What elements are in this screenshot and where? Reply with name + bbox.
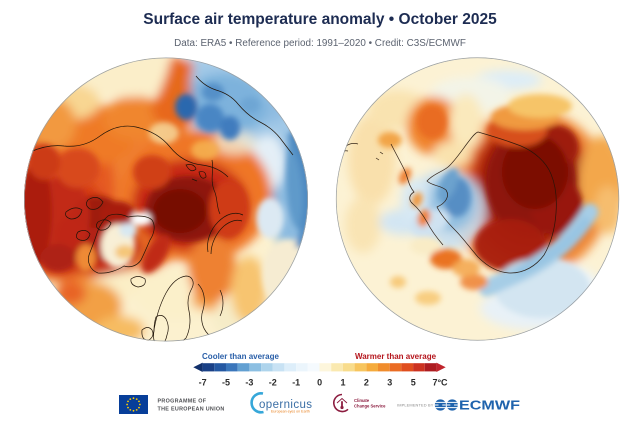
svg-text:PROGRAMME OF: PROGRAMME OF bbox=[158, 399, 207, 405]
svg-text:-2: -2 bbox=[269, 378, 277, 388]
svg-text:7°C: 7°C bbox=[432, 378, 448, 388]
svg-text:-3: -3 bbox=[245, 378, 253, 388]
svg-text:-7: -7 bbox=[199, 378, 207, 388]
svg-text:2: 2 bbox=[364, 378, 369, 388]
svg-text:Data: ERA5 • Reference period:: Data: ERA5 • Reference period: 1991–2020… bbox=[174, 38, 466, 49]
svg-text:opernicus: opernicus bbox=[259, 399, 312, 411]
svg-text:1: 1 bbox=[340, 378, 345, 388]
svg-text:3: 3 bbox=[387, 378, 392, 388]
svg-text:Surface air temperature anomal: Surface air temperature anomaly • Octobe… bbox=[143, 11, 497, 28]
svg-text:0: 0 bbox=[317, 378, 322, 388]
svg-text:Warmer than average: Warmer than average bbox=[355, 352, 437, 361]
svg-text:5: 5 bbox=[411, 378, 416, 388]
svg-text:THE EUROPEAN UNION: THE EUROPEAN UNION bbox=[158, 407, 225, 413]
svg-text:ECMWF: ECMWF bbox=[459, 399, 520, 413]
svg-text:European eyes on Earth: European eyes on Earth bbox=[271, 410, 310, 414]
svg-text:IMPLEMENTED BY: IMPLEMENTED BY bbox=[397, 402, 434, 407]
svg-text:Climate: Climate bbox=[354, 398, 370, 403]
svg-text:Change Service: Change Service bbox=[354, 404, 386, 409]
svg-text:-1: -1 bbox=[292, 378, 300, 388]
svg-text:-5: -5 bbox=[222, 378, 230, 388]
svg-text:Cooler than average: Cooler than average bbox=[202, 352, 279, 361]
